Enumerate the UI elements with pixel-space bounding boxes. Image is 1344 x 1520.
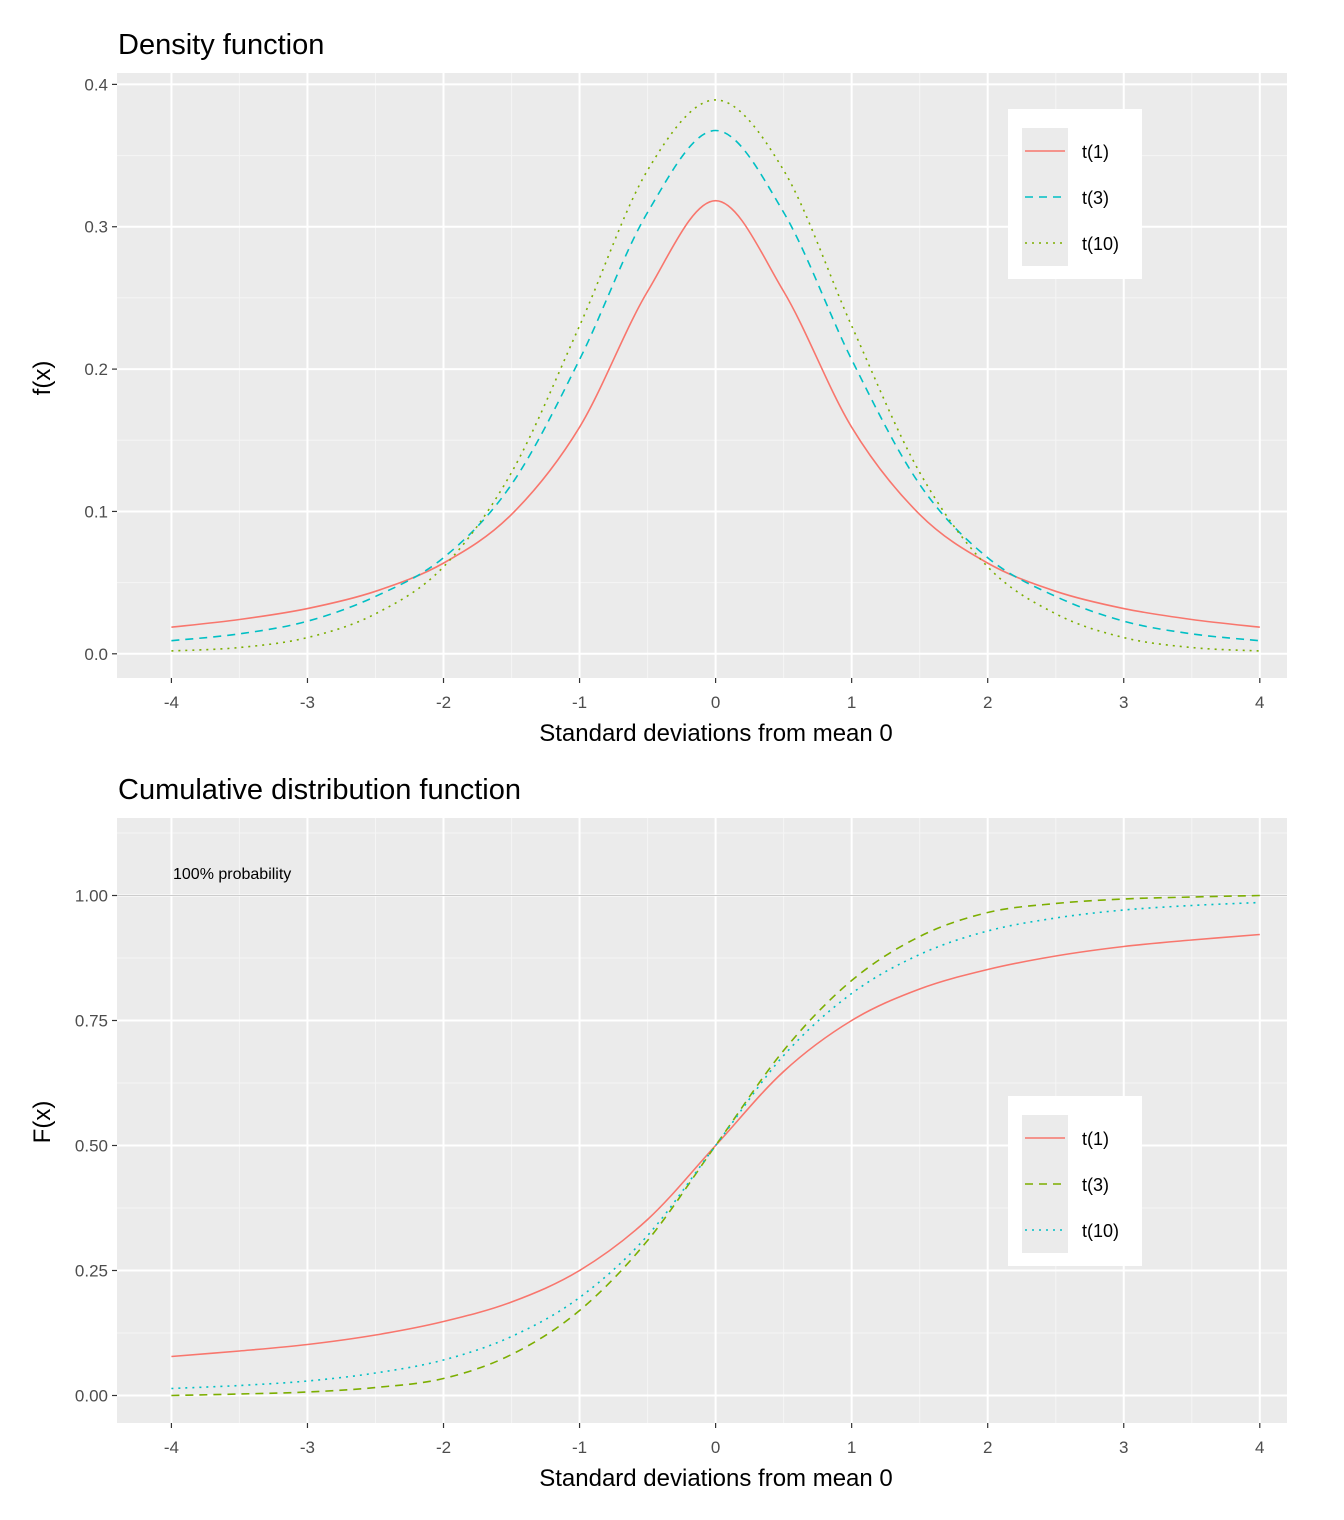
x-tick-label: 3 [1119, 693, 1128, 712]
y-tick-label: 1.00 [75, 887, 108, 906]
x-tick-label: 2 [983, 1438, 992, 1457]
density-x-tick-labels: -4 -3 -2 -1 0 1 2 3 4 [164, 678, 1265, 712]
cdf-reference-annotation: 100% probability [173, 866, 291, 883]
density-x-axis-title: Standard deviations from mean 0 [539, 720, 893, 747]
y-tick-label: 0.3 [84, 218, 108, 237]
x-tick-label: -3 [300, 1438, 315, 1457]
series-line-t10 [171, 99, 1260, 652]
density-legend: t(1) t(3) t(10) [1008, 109, 1142, 279]
y-tick-label: 0.50 [75, 1137, 108, 1156]
x-tick-label: -4 [164, 693, 179, 712]
y-tick-label: 0.2 [84, 360, 108, 379]
cdf-x-tick-labels: -4 -3 -2 -1 0 1 2 3 4 [164, 1423, 1265, 1457]
cdf-x-axis-title: Standard deviations from mean 0 [539, 1465, 893, 1492]
x-tick-label: -4 [164, 1438, 179, 1457]
y-tick-label: 0.4 [84, 75, 108, 94]
y-tick-label: 0.25 [75, 1262, 108, 1281]
density-title: Density function [118, 29, 324, 61]
legend-label: t(1) [1082, 142, 1109, 162]
legend-label: t(3) [1082, 188, 1109, 208]
x-tick-label: 0 [711, 693, 720, 712]
y-tick-label: 0.75 [75, 1012, 108, 1031]
x-tick-label: -2 [436, 693, 451, 712]
legend-label: t(10) [1082, 1221, 1119, 1241]
density-panel: Density function 0.00.10.20.30.4 -4 -3 -2-… [29, 29, 1287, 747]
density-y-axis-title: f(x) [29, 361, 56, 396]
x-tick-label: -1 [572, 1438, 587, 1457]
x-tick-label: 2 [983, 693, 992, 712]
x-tick-label: 1 [847, 693, 856, 712]
series-line-t1 [171, 199, 1260, 628]
y-tick-label: 0.1 [84, 502, 108, 521]
x-tick-label: -2 [436, 1438, 451, 1457]
density-series-lines [171, 99, 1260, 652]
y-tick-label: 0.0 [84, 645, 108, 664]
x-tick-label: 3 [1119, 1438, 1128, 1457]
x-tick-label: 4 [1255, 1438, 1264, 1457]
cdf-title: Cumulative distribution function [118, 774, 521, 806]
series-line-t1 [171, 933, 1260, 1358]
legend-label: t(3) [1082, 1175, 1109, 1195]
cdf-y-tick-labels: 0.00 0.25 0.50 0.75 1.00 [75, 887, 117, 1406]
cdf-panel: Cumulative distribution function 0.00 0.2… [29, 774, 1287, 1492]
legend-label: t(10) [1082, 234, 1119, 254]
series-line-t3 [171, 129, 1260, 642]
x-tick-label: -3 [300, 693, 315, 712]
cdf-legend: t(1) t(3) t(10) [1008, 1096, 1142, 1266]
legend-label: t(1) [1082, 1129, 1109, 1149]
x-tick-label: -1 [572, 693, 587, 712]
x-tick-label: 0 [711, 1438, 720, 1457]
cdf-y-axis-title: F(x) [29, 1101, 56, 1144]
x-tick-label: 1 [847, 1438, 856, 1457]
x-tick-label: 4 [1255, 693, 1264, 712]
y-tick-label: 0.00 [75, 1387, 108, 1406]
density-y-tick-labels: 0.0 0.1 0.2 0.3 0.4 [84, 75, 117, 664]
cdf-series-lines [171, 894, 1260, 1397]
density-gridlines [117, 73, 1287, 678]
